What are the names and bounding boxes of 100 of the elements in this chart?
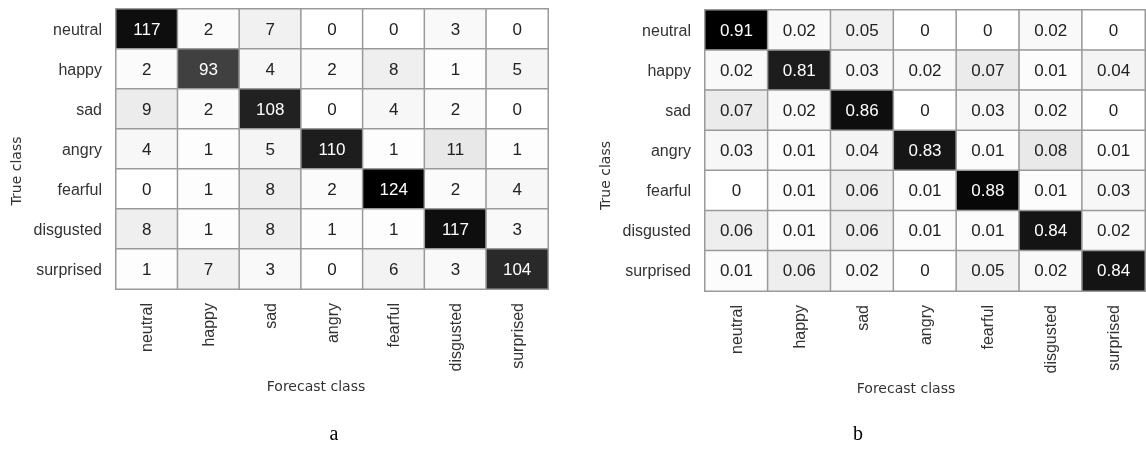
data-label: 2 <box>142 59 152 79</box>
data-label: 0.83 <box>908 141 942 160</box>
data-label: 2 <box>327 179 337 199</box>
data-label: 0.05 <box>845 20 879 40</box>
data-label: 4 <box>388 99 399 119</box>
data-label: 8 <box>265 179 276 199</box>
y-tick-label: disgusted <box>622 222 691 240</box>
data-label: 0.02 <box>1034 20 1068 40</box>
y-tick-label: happy <box>58 60 102 78</box>
data-label: 1 <box>203 219 214 239</box>
data-label: 0.01 <box>782 141 816 160</box>
data-label: 7 <box>265 19 276 39</box>
data-label: 9 <box>142 99 152 119</box>
data-label: 0.02 <box>908 60 942 80</box>
data-label: 0 <box>327 99 337 119</box>
data-label: 0.02 <box>1097 221 1131 241</box>
x-tick-label: sad <box>261 303 279 329</box>
text: b <box>853 422 863 444</box>
data-label: 0.07 <box>971 60 1005 80</box>
data-label: 0 <box>388 19 399 39</box>
data-label: 104 <box>502 259 532 279</box>
data-label: 0.06 <box>782 261 816 281</box>
data-label: 4 <box>142 139 152 159</box>
data-label: 0 <box>512 99 522 119</box>
data-label: 0.03 <box>719 141 753 160</box>
data-label: 0.03 <box>971 100 1005 120</box>
data-label: 8 <box>265 219 276 239</box>
data-label: 0 <box>1108 20 1119 40</box>
data-label: 0 <box>512 19 522 39</box>
data-label: 0 <box>327 19 337 39</box>
data-label: 93 <box>199 59 219 79</box>
data-label: 0.04 <box>1097 60 1131 80</box>
data-label: 0.02 <box>845 261 879 281</box>
y-tick-label: surprised <box>36 260 102 278</box>
y-tick-label: angry <box>650 142 691 159</box>
data-label: 0.04 <box>845 141 879 160</box>
data-label: 0.01 <box>971 141 1005 160</box>
x-tick-label: neutral <box>138 303 156 352</box>
data-label: 2 <box>450 179 461 199</box>
data-label: 2 <box>327 59 337 79</box>
data-label: 2 <box>450 99 461 119</box>
data-label: 5 <box>512 59 522 79</box>
data-label: 3 <box>512 219 522 239</box>
data-label: 0.84 <box>1034 221 1068 241</box>
x-tick-label: sad <box>853 305 871 331</box>
x-tick-label: neutral <box>727 305 745 354</box>
x-tick-label: angry <box>916 305 934 346</box>
data-label: 0.01 <box>908 221 942 241</box>
y-tick-label: fearful <box>57 180 102 198</box>
y-axis-title: True class <box>596 141 613 211</box>
data-label: 0.02 <box>782 100 816 120</box>
data-label: 0.01 <box>908 181 942 201</box>
data-label: 8 <box>388 59 399 79</box>
data-label: 0 <box>142 179 152 199</box>
data-label: 0 <box>920 261 930 281</box>
data-label: 3 <box>450 259 461 279</box>
data-label: 0.02 <box>1034 261 1068 281</box>
data-label: 108 <box>256 99 285 119</box>
data-label: 1 <box>450 59 461 79</box>
data-label: 0.05 <box>971 261 1005 281</box>
data-label: 0 <box>731 181 742 201</box>
data-label: 0.01 <box>782 181 816 201</box>
data-label: 1 <box>512 139 522 159</box>
x-tick-label: fearful <box>979 305 997 350</box>
data-label: 0.01 <box>782 221 816 241</box>
data-label: 1 <box>203 179 214 199</box>
data-label: 0.88 <box>971 181 1005 201</box>
data-label: 0.08 <box>1034 141 1068 160</box>
data-label: 4 <box>265 59 276 79</box>
x-tick-label: angry <box>323 303 341 344</box>
data-label: 5 <box>265 139 276 159</box>
y-tick-label: happy <box>647 61 691 79</box>
y-tick-label: sad <box>665 101 691 119</box>
x-tick-label: disgusted <box>446 303 464 372</box>
data-label: 1 <box>203 139 214 159</box>
data-label: 1 <box>142 259 152 279</box>
data-label: 0 <box>1108 100 1119 120</box>
y-tick-label: angry <box>61 140 102 158</box>
y-tick-label: sad <box>76 100 102 118</box>
x-tick-label: happy <box>790 305 808 349</box>
data-label: 0.06 <box>845 181 879 201</box>
data-label: 0.01 <box>719 261 753 281</box>
y-tick-label: neutral <box>642 21 691 39</box>
data-label: 0.03 <box>1097 181 1131 201</box>
data-label: 117 <box>441 219 469 239</box>
data-label: 0.01 <box>971 221 1005 241</box>
data-label: 0.03 <box>845 60 879 80</box>
data-label: 0.01 <box>1097 141 1131 160</box>
data-label: 1 <box>388 139 399 159</box>
data-label: 4 <box>512 179 522 199</box>
x-tick-label: disgusted <box>1042 305 1060 374</box>
y-tick-label: disgusted <box>33 220 102 238</box>
x-tick-label: happy <box>200 303 218 347</box>
data-label: 3 <box>450 19 461 39</box>
data-label: 7 <box>203 259 214 279</box>
data-label: 0.81 <box>782 60 816 80</box>
x-axis-title: Forecast class <box>856 380 956 397</box>
x-tick-label: fearful <box>385 303 403 348</box>
data-label: 0 <box>983 20 993 40</box>
data-label: 0 <box>920 100 930 120</box>
